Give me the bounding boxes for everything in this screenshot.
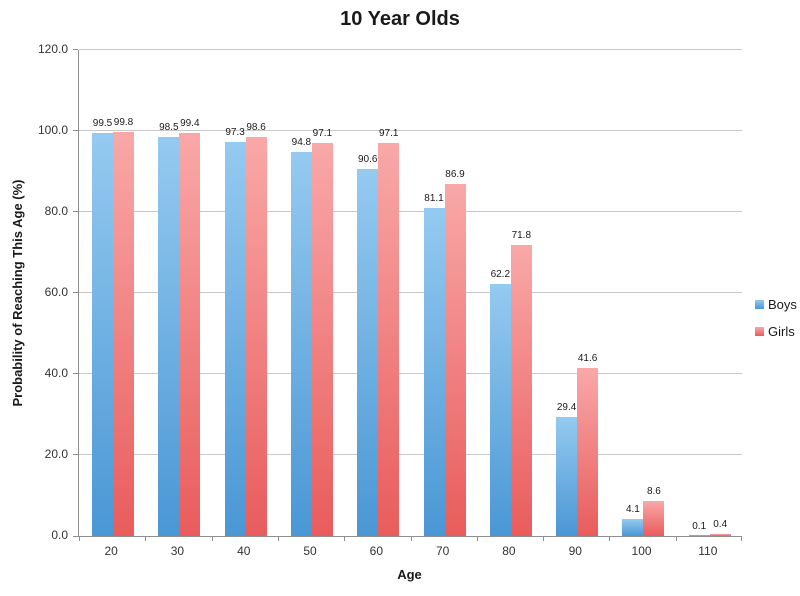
y-axis-tick [73,373,78,374]
value-label-boys-90: 29.4 [556,401,577,413]
bar-boys-40 [224,141,246,536]
value-label-girls-100: 8.6 [646,486,661,498]
legend-label-boys: Boys [768,297,797,312]
value-label-girls-20: 99.8 [113,116,134,128]
bar-girls-40 [245,136,267,536]
y-axis-tick [73,454,78,455]
bar-girls-50 [311,142,333,536]
y-tick-label: 120.0 [37,42,68,56]
chart-title: 10 Year Olds [340,8,460,30]
value-label-boys-40: 97.3 [225,126,245,138]
x-tick-label-20: 20 [104,544,118,558]
legend-label-girls: Girls [768,324,795,339]
bar-boys-80 [489,284,511,536]
value-label-girls-60: 97.1 [378,127,399,139]
gridline [79,373,742,374]
value-label-boys-60: 90.6 [357,154,378,166]
bar-boys-70 [423,207,445,536]
plot-area: 99.5 99.8 98.5 99.4 97.3 98.6 94.8 97.1 90.6 97.1… [73,49,742,541]
value-label-girls-80: 71.8 [511,230,532,242]
x-tick-label-30: 30 [170,544,185,558]
x-axis-tick [277,537,279,541]
bar-girls-70 [444,184,466,536]
y-tick-label: 60.0 [44,285,68,299]
x-tick-label-40: 40 [237,544,251,558]
gridline [79,130,742,131]
y-tick-label: 100.0 [37,123,68,137]
bar-girls-80 [510,245,532,536]
bar-boys-30 [158,137,180,536]
x-tick-label-100: 100 [631,544,652,558]
x-tick-label-110: 110 [698,544,718,558]
bar-boys-100 [622,519,644,536]
value-label-boys-110: 0.1 [692,520,707,532]
legend-swatch-girls-icon [755,327,764,336]
legend-swatch-boys-icon [755,300,764,309]
value-label-boys-30: 98.5 [159,122,179,134]
x-axis-tick [410,537,412,541]
y-axis-tick [73,211,78,212]
bar-boys-110 [688,535,710,536]
x-tick-label-90: 90 [568,544,582,558]
value-label-boys-80: 62.2 [490,269,511,281]
x-axis-tick [211,537,213,541]
bar-girls-20 [113,131,134,536]
bar-boys-20 [92,133,113,536]
bar-girls-90 [577,367,599,536]
x-axis-tick [675,537,677,541]
y-axis-tick [73,49,78,50]
x-axis-tick [476,537,478,541]
y-tick-label: 0.0 [51,528,68,542]
gridline [79,49,742,50]
legend-item-girls[interactable]: Girls [755,324,797,339]
x-tick-label-70: 70 [435,544,450,558]
value-label-boys-100: 4.1 [625,504,640,516]
y-axis-tick [73,130,78,131]
gridline [79,211,742,212]
y-axis-tick [73,536,78,537]
x-axis-title: Age [397,567,422,582]
bar-boys-50 [290,152,312,536]
bar-girls-100 [643,501,665,536]
x-axis-tick [79,537,80,541]
y-tick-label: 40.0 [44,366,68,380]
value-label-boys-70: 81.1 [424,192,444,204]
x-axis-tick [543,537,545,541]
x-tick-label-60: 60 [369,544,384,558]
y-axis-tick [73,292,78,293]
x-axis-tick [145,537,147,541]
bar-girls-110 [709,534,731,536]
x-axis-tick [344,537,346,541]
bar-girls-30 [179,133,201,536]
legend-item-boys[interactable]: Boys [755,297,797,312]
value-label-girls-40: 98.6 [246,121,266,133]
value-label-girls-30: 99.4 [180,118,200,130]
y-tick-label: 80.0 [44,204,68,218]
x-axis-tick [741,537,742,541]
legend: Boys Girls [755,297,797,351]
value-label-boys-20: 99.5 [92,118,113,130]
value-label-girls-90: 41.6 [577,352,598,364]
x-tick-label-80: 80 [502,544,516,558]
y-tick-label: 20.0 [44,447,68,461]
gridline [79,454,742,455]
bar-boys-90 [556,416,578,536]
value-label-girls-110: 0.4 [713,519,728,531]
bar-boys-60 [357,169,379,536]
value-label-girls-70: 86.9 [445,169,465,181]
x-tick-label-50: 50 [303,544,317,558]
value-label-boys-50: 94.8 [291,137,312,149]
gridline [79,292,742,293]
x-axis-tick [609,537,611,541]
bar-girls-60 [378,142,400,536]
value-label-girls-50: 97.1 [312,127,333,139]
